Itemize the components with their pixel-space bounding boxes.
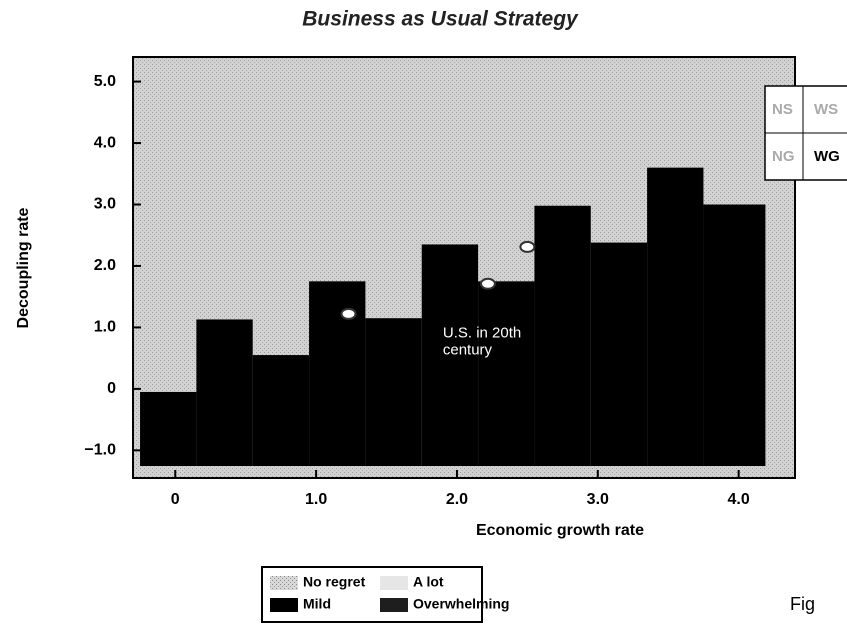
step-bar (140, 391, 197, 466)
step-bar (309, 281, 366, 466)
data-point (519, 240, 536, 253)
x-tick-label: 4.0 (728, 491, 750, 508)
step-bar (534, 205, 591, 466)
step-bar (478, 281, 535, 466)
step-bar (647, 167, 704, 466)
legend: No regret A lot Mild Overwhelming (261, 566, 509, 623)
side-table-cell: NS (772, 101, 793, 118)
caption: Fig (790, 594, 815, 614)
legend-frame (261, 566, 483, 623)
x-tick-label: 1.0 (305, 491, 327, 508)
data-point (340, 307, 357, 320)
chart-title: Business as Usual Strategy (302, 8, 579, 31)
legend-label: Mild (303, 596, 331, 612)
legend-swatch (380, 598, 408, 612)
side-table-cell: WS (814, 101, 838, 118)
side-table (764, 85, 847, 181)
step-bar (421, 244, 479, 466)
x-tick-label: 0 (171, 491, 180, 508)
legend-swatch (270, 576, 298, 590)
x-tick-label: 2.0 (446, 491, 468, 508)
y-tick-label: 2.0 (94, 257, 116, 274)
step-bar (252, 355, 310, 466)
annotation: U.S. in 20th (443, 325, 521, 342)
y-tick-label: −1.0 (84, 442, 116, 459)
legend-swatch (380, 576, 408, 590)
y-tick-label: 1.0 (94, 319, 116, 336)
step-bar (703, 204, 766, 466)
legend-label: A lot (413, 574, 444, 590)
plot-area (132, 56, 796, 479)
side-table-cell: NG (772, 148, 795, 165)
legend-label: Overwhelming (413, 596, 509, 612)
x-axis-label: Economic growth rate (476, 522, 644, 539)
step-bar (196, 319, 253, 466)
y-axis-label: Decoupling rate (15, 207, 32, 328)
legend-swatch (270, 598, 298, 612)
x-tick-label: 3.0 (587, 491, 609, 508)
data-point (479, 277, 496, 290)
legend-label: No regret (303, 574, 366, 590)
annotation: century (443, 342, 493, 359)
plot-frame (132, 56, 796, 479)
y-tick-label: 3.0 (94, 196, 116, 213)
side-table-cell: WG (814, 148, 840, 165)
step-bar (365, 318, 422, 466)
step-bar (590, 242, 648, 466)
y-tick-label: 0 (107, 380, 116, 397)
y-tick-label: 5.0 (94, 73, 116, 90)
y-tick-label: 4.0 (94, 134, 116, 151)
